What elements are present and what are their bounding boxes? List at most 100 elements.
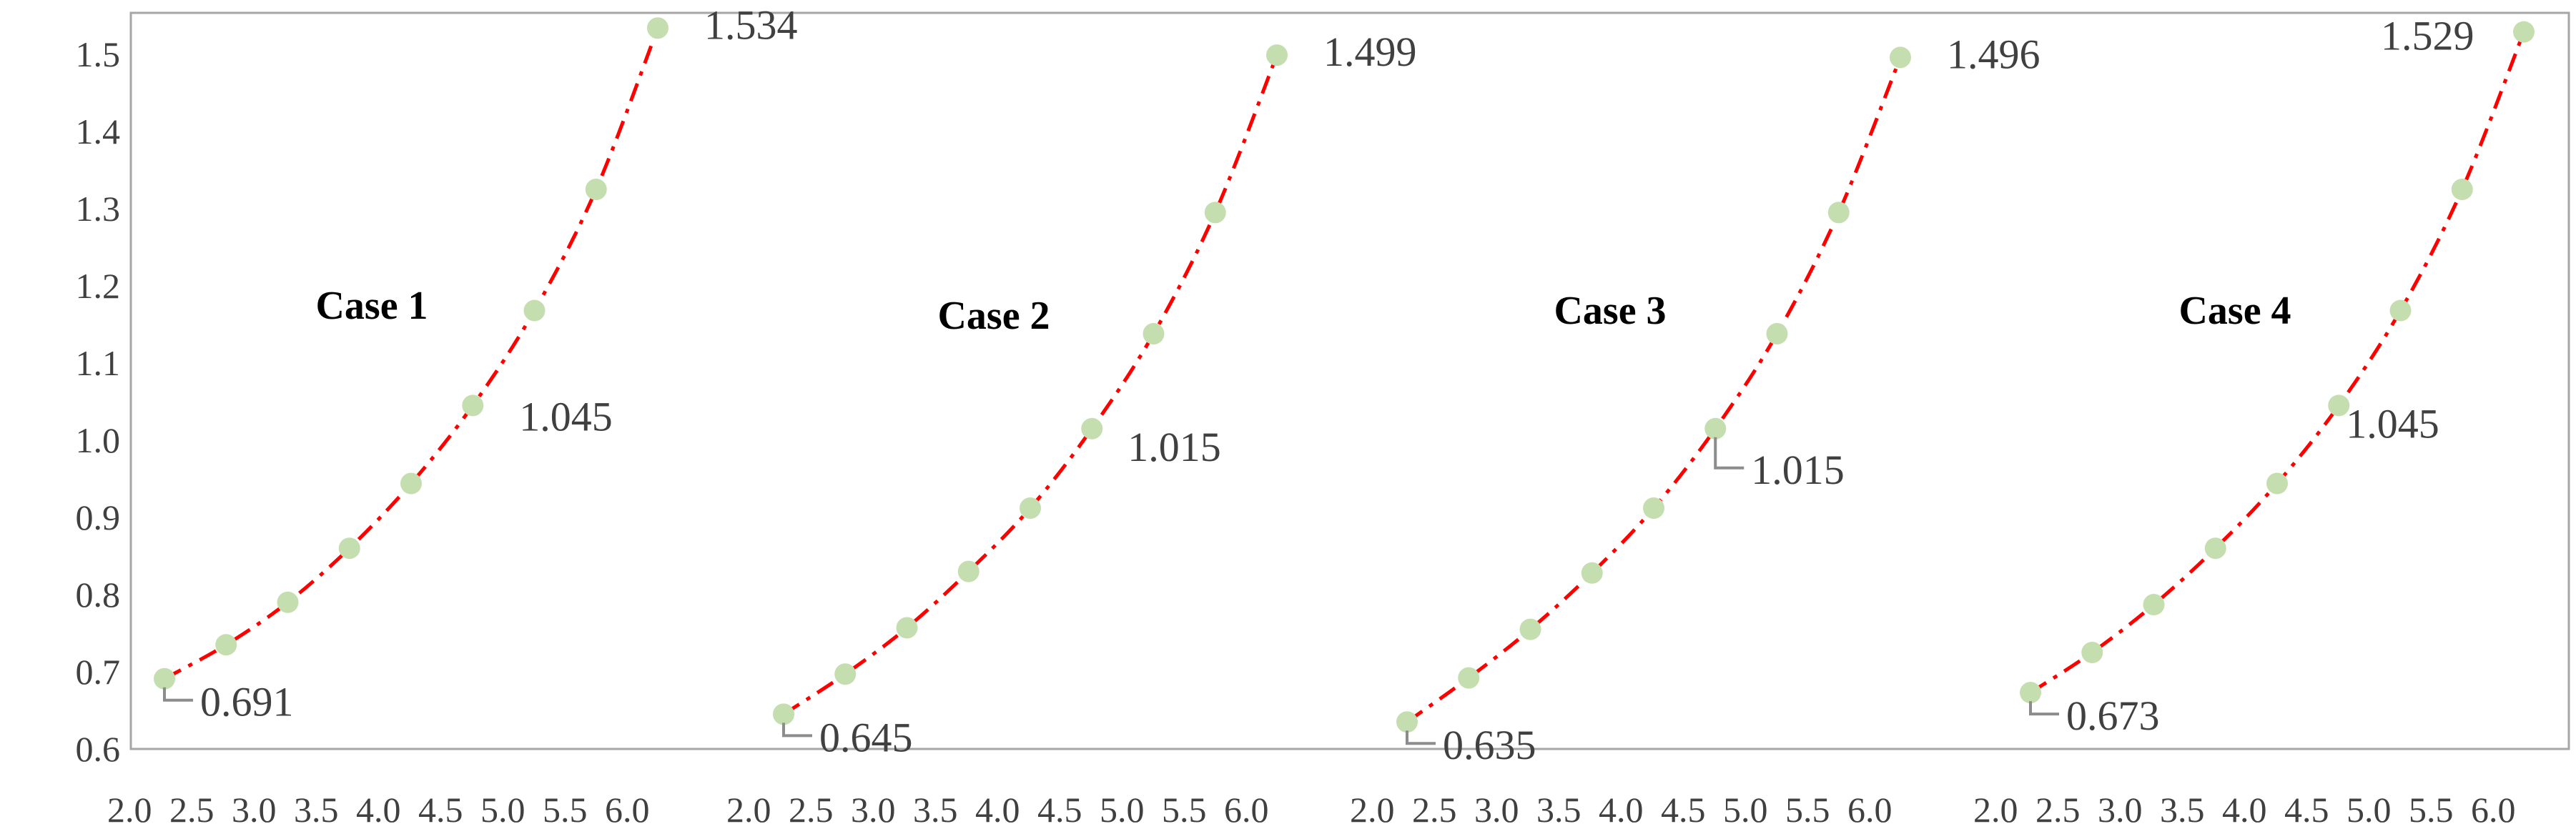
y-tick-label: 0.7: [76, 652, 121, 692]
y-tick-label: 1.2: [76, 266, 121, 306]
label-leader-line: [782, 723, 812, 738]
label-leader-line: [2029, 701, 2059, 716]
data-point: [1396, 711, 1418, 733]
x-tick-label: 4.5: [2284, 790, 2329, 830]
x-tick-label: 4.5: [1661, 790, 1706, 830]
x-tick-label: 5.5: [2409, 790, 2454, 830]
panel-title: Case 4: [2178, 289, 2291, 333]
data-label: 0.645: [819, 714, 913, 760]
data-label: 0.673: [2066, 692, 2160, 739]
data-point: [1519, 618, 1541, 640]
data-point: [2081, 642, 2103, 663]
data-label: 1.015: [1751, 447, 1845, 493]
data-label: 1.499: [1323, 29, 1417, 75]
data-label: 1.534: [704, 1, 798, 48]
x-tick-label: 3.0: [2098, 790, 2143, 830]
x-tick-label: 2.5: [2035, 790, 2081, 830]
x-tick-label: 5.5: [1162, 790, 1207, 830]
trendline: [782, 54, 1279, 716]
data-point: [2020, 682, 2041, 704]
y-tick-label: 0.6: [76, 729, 121, 769]
x-tick-label: 5.0: [1100, 790, 1145, 830]
data-label: 1.015: [1127, 424, 1221, 470]
y-axis: 0.6 0.7 0.8 0.9 1.0 1.1 1.2 1.3 1.4 1.5: [76, 34, 121, 769]
x-tick-label: 4.0: [1599, 790, 1644, 830]
x-tick-label: 4.0: [2222, 790, 2267, 830]
trendline: [2029, 31, 2526, 695]
x-tick-label: 3.5: [913, 790, 958, 830]
data-point: [2389, 299, 2412, 322]
x-tick-label: 3.0: [1474, 790, 1519, 830]
data-label: 1.045: [2346, 400, 2439, 447]
data-point: [2266, 472, 2288, 495]
panel-3: 0.635 1.015 1.496 Case 3: [1396, 31, 2040, 768]
x-tick-label: 3.5: [2160, 790, 2205, 830]
y-tick-label: 1.3: [76, 189, 121, 229]
data-point: [400, 472, 422, 495]
panel-title: Case 2: [937, 294, 1050, 338]
data-point: [585, 179, 607, 200]
data-point: [2451, 179, 2473, 200]
data-point: [2143, 594, 2165, 616]
data-point: [957, 560, 979, 582]
panel-title: Case 1: [315, 284, 428, 328]
plot-area-frame: [129, 11, 2570, 750]
data-point: [1458, 667, 1480, 689]
x-tick-label: 5.0: [2346, 790, 2392, 830]
y-tick-label: 1.1: [76, 343, 121, 383]
x-tick-label: 2.0: [1973, 790, 2018, 830]
data-point: [523, 299, 546, 322]
y-tick-label: 1.4: [76, 111, 121, 152]
data-point: [1766, 322, 1788, 344]
data-point: [338, 537, 360, 560]
x-tick-label: 2.5: [169, 790, 214, 830]
data-point: [1081, 417, 1103, 440]
data-point: [2204, 537, 2226, 560]
data-point: [834, 663, 857, 685]
x-tick-label: 6.0: [605, 790, 650, 830]
x-tick-label: 5.5: [543, 790, 588, 830]
data-point: [1643, 497, 1664, 520]
data-point: [1827, 202, 1850, 224]
data-point: [2328, 394, 2350, 417]
panel-title: Case 3: [1554, 289, 1666, 333]
panel-1: 0.691 1.045 1.534 Case 1: [154, 1, 798, 725]
x-tick-label: 6.0: [2471, 790, 2516, 830]
label-leader-line: [1714, 437, 1745, 470]
x-tick-label: 3.5: [1536, 790, 1581, 830]
x-tick-label: 4.0: [975, 790, 1020, 830]
data-point: [215, 634, 237, 656]
x-tick-label: 3.5: [294, 790, 339, 830]
data-point: [1020, 497, 1041, 520]
x-tick-label: 3.0: [232, 790, 277, 830]
y-tick-label: 0.9: [76, 497, 121, 537]
data-label: 1.045: [519, 393, 613, 440]
trendline: [1406, 56, 1903, 724]
x-tick-label: 5.0: [1723, 790, 1768, 830]
y-tick-label: 1.0: [76, 420, 121, 460]
data-label: 0.635: [1443, 722, 1536, 768]
x-tick-label: 2.5: [789, 790, 834, 830]
label-leader-line: [1406, 730, 1436, 745]
y-tick-label: 1.5: [76, 34, 121, 74]
data-point: [1143, 322, 1165, 344]
panels: 0.691 1.045 1.534 Case 1 0.645 1.015 1.499 Case…: [154, 1, 2535, 768]
x-tick-label: 4.0: [356, 790, 401, 830]
x-tick-label: 3.0: [851, 790, 896, 830]
data-point: [2513, 21, 2535, 43]
x-tick-label: 6.0: [1847, 790, 1892, 830]
data-point: [462, 394, 484, 417]
data-point: [1704, 417, 1727, 440]
data-point: [1581, 562, 1603, 584]
data-point: [647, 17, 668, 39]
data-point: [1204, 202, 1226, 224]
data-point: [773, 703, 794, 725]
label-leader-line: [163, 687, 193, 702]
trendline: [163, 27, 660, 680]
data-point: [896, 617, 918, 639]
panel-4: 0.673 1.045 1.529 Case 4: [2020, 13, 2535, 739]
x-axis: 2.0 2.5 3.0 3.5 4.0 4.5 5.0 5.5 6.0 2.0 2.5 3.0 3.5 4…: [107, 790, 2516, 830]
data-point: [277, 591, 299, 613]
x-tick-label: 5.0: [480, 790, 525, 830]
